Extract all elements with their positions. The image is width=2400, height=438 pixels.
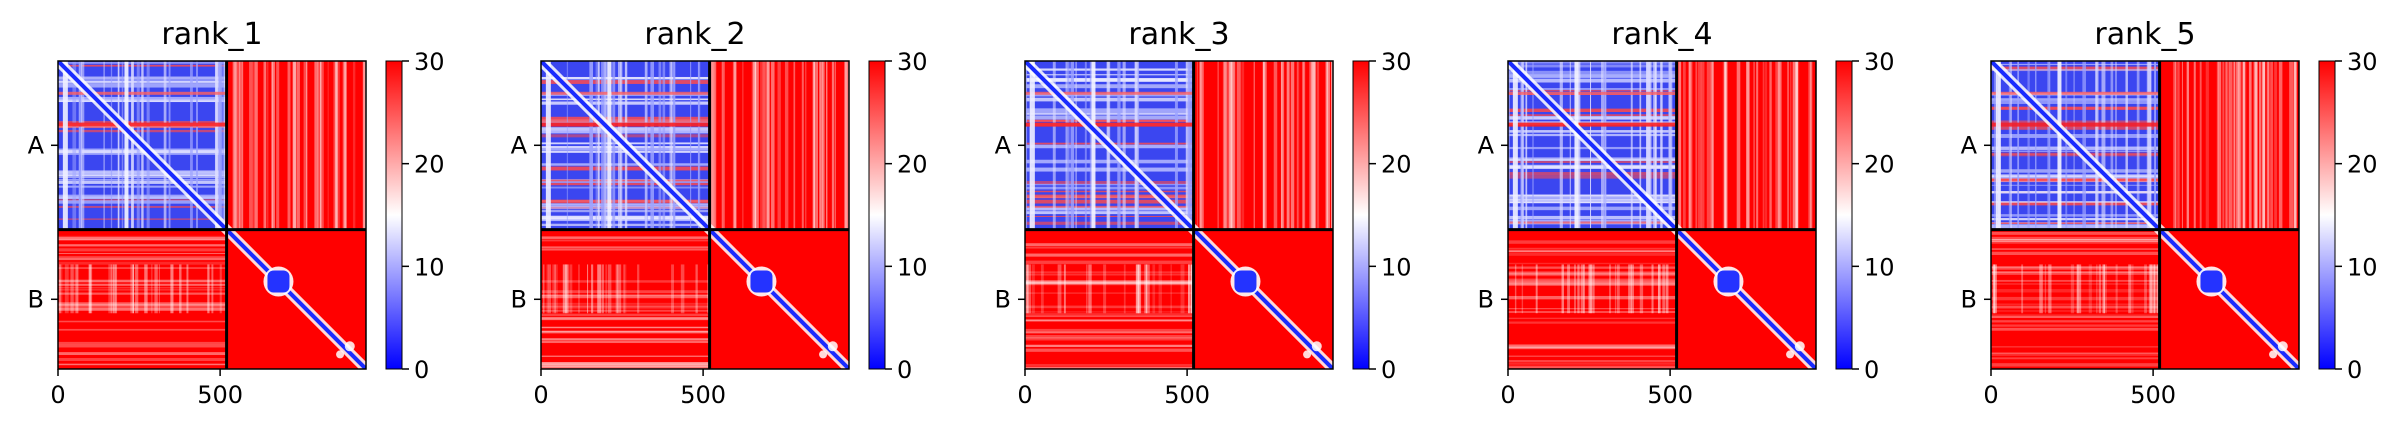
panel-title: rank_4 (1611, 17, 1712, 52)
panel-1: rank_1 0 500 A B 0 10 20 30 (28, 17, 445, 409)
colorbar-tick-label: 30 (1381, 48, 1412, 76)
heatmap-texture (1991, 61, 2299, 369)
heatmap-texture (1025, 61, 1333, 369)
x-tick-label: 0 (1500, 381, 1515, 409)
chain-label-a: A (1961, 131, 1978, 159)
colorbar-tick-label: 20 (1864, 151, 1895, 179)
colorbar-tick-label: 0 (414, 356, 429, 384)
chain-label-a: A (1478, 131, 1495, 159)
colorbar-tick-label: 10 (1864, 253, 1895, 281)
colorbar-tick-label: 30 (1864, 48, 1895, 76)
x-tick-label: 500 (197, 381, 243, 409)
panel-title: rank_3 (1128, 17, 1229, 52)
colorbar (868, 60, 886, 370)
colorbar-tick-label: 30 (414, 48, 445, 76)
heatmap-frame (540, 60, 850, 370)
colorbar (2318, 60, 2336, 370)
chain-label-b: B (511, 285, 527, 313)
colorbar (1835, 60, 1853, 370)
panel-title: rank_2 (644, 17, 745, 52)
heatmap-frame (1024, 60, 1334, 370)
chain-label-b: B (1961, 285, 1977, 313)
x-tick-label: 0 (533, 381, 548, 409)
heatmap-frame (57, 60, 367, 370)
heatmap-texture (58, 61, 366, 369)
chain-label-a: A (511, 131, 528, 159)
x-tick-label: 500 (2130, 381, 2176, 409)
colorbar-tick-label: 10 (897, 253, 928, 281)
panel-3: rank_3 0 500 A B 0 10 20 30 (995, 17, 1412, 409)
colorbar-tick-label: 30 (897, 48, 928, 76)
colorbar (385, 60, 403, 370)
colorbar-tick-label: 30 (2347, 48, 2378, 76)
heatmap-texture (541, 61, 849, 369)
colorbar-tick-label: 20 (2347, 151, 2378, 179)
chain-label-b: B (995, 285, 1011, 313)
colorbar-tick-label: 0 (1381, 356, 1396, 384)
x-tick-label: 0 (1983, 381, 1998, 409)
panel-4: rank_4 0 500 A B 0 10 20 30 (1478, 17, 1895, 409)
colorbar-tick-label: 10 (1381, 253, 1412, 281)
colorbar (1352, 60, 1370, 370)
heatmap-frame (1507, 60, 1817, 370)
colorbar-tick-label: 20 (1381, 151, 1412, 179)
chain-label-b: B (28, 285, 44, 313)
colorbar-tick-label: 0 (1864, 356, 1879, 384)
diagonal-band (58, 61, 63, 369)
chain-label-a: A (28, 131, 45, 159)
chain-label-a: A (995, 131, 1012, 159)
x-tick-label: 500 (1647, 381, 1693, 409)
heatmap-texture (1508, 61, 1816, 369)
x-tick-label: 0 (1017, 381, 1032, 409)
chain-label-b: B (1478, 285, 1494, 313)
panel-5: rank_5 0 500 A B 0 10 20 30 (1961, 17, 2378, 409)
x-tick-label: 500 (1164, 381, 1210, 409)
panel-title: rank_5 (2094, 17, 2195, 52)
panel-title: rank_1 (161, 17, 262, 52)
colorbar-tick-label: 10 (414, 253, 445, 281)
colorbar-tick-label: 0 (897, 356, 912, 384)
colorbar-tick-label: 0 (2347, 356, 2362, 384)
x-tick-label: 500 (680, 381, 726, 409)
colorbar-tick-label: 20 (414, 151, 445, 179)
colorbar-tick-label: 20 (897, 151, 928, 179)
panel-2: rank_2 0 500 A B 0 10 20 30 (511, 17, 928, 409)
colorbar-tick-label: 10 (2347, 253, 2378, 281)
x-tick-label: 0 (50, 381, 65, 409)
heatmap-frame (1990, 60, 2300, 370)
